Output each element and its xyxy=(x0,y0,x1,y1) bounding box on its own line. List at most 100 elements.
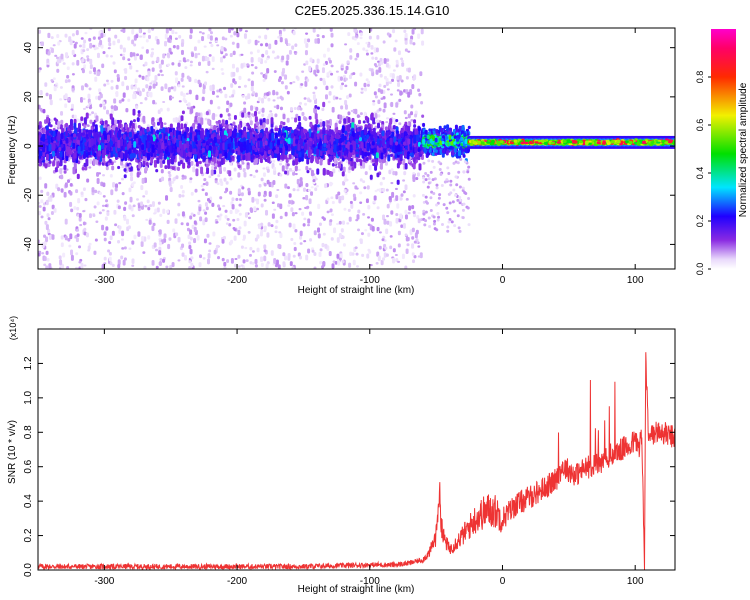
heatmap-cell xyxy=(131,39,135,45)
heatmap-cell xyxy=(63,191,67,198)
heatmap-cell xyxy=(266,232,270,238)
heatmap-cell xyxy=(287,253,291,259)
heatmap-cell xyxy=(195,94,199,101)
heatmap-cell xyxy=(396,203,400,209)
heatmap-cell xyxy=(412,157,416,163)
heatmap-cell xyxy=(389,118,393,125)
heatmap-cell xyxy=(154,74,158,81)
heatmap-cell xyxy=(212,112,216,121)
heatmap-cell xyxy=(189,215,193,220)
heatmap-cell xyxy=(376,226,380,232)
heatmap-cell xyxy=(217,174,221,178)
heatmap-cell xyxy=(336,237,340,243)
heatmap-cell xyxy=(271,50,275,54)
heatmap-cell xyxy=(317,203,321,210)
heatmap-cell xyxy=(313,69,317,75)
heatmap-cell xyxy=(275,259,279,266)
heatmap-cell xyxy=(338,97,342,100)
heatmap-cell xyxy=(355,159,359,163)
heatmap-cell xyxy=(116,199,120,203)
heatmap-cell xyxy=(329,28,333,32)
heatmap-cell xyxy=(288,199,292,205)
heatmap-cell xyxy=(368,165,372,171)
heatmap-cell xyxy=(317,227,321,233)
heatmap-cell xyxy=(118,229,122,234)
heatmap-cell xyxy=(411,84,415,90)
heatmap-cell xyxy=(335,194,339,200)
heatmap-cell xyxy=(292,254,296,258)
heatmap-cell xyxy=(347,111,351,116)
heatmap-cell xyxy=(308,99,312,103)
heatmap-cell xyxy=(185,92,189,95)
heatmap-cell xyxy=(250,105,254,111)
heatmap-cell xyxy=(391,78,395,82)
heatmap-cell xyxy=(107,47,111,50)
heatmap-cell xyxy=(190,106,194,114)
heatmap-cell xyxy=(367,44,371,48)
heatmap-cell xyxy=(47,51,51,56)
heatmap-cell xyxy=(282,261,286,266)
heatmap-cell xyxy=(411,243,415,249)
heatmap-cell xyxy=(347,32,351,37)
heatmap-cell xyxy=(299,230,303,237)
heatmap-cell xyxy=(370,68,374,73)
heatmap-cell xyxy=(189,248,193,255)
heatmap-cell xyxy=(279,95,283,100)
heatmap-cell xyxy=(238,203,242,207)
heatmap-cell xyxy=(263,255,267,262)
heatmap-cell xyxy=(341,195,345,201)
heatmap-cell xyxy=(270,224,274,228)
heatmap-cell xyxy=(411,227,415,233)
heatmap-cell xyxy=(184,66,188,70)
heatmap-cell xyxy=(125,108,129,113)
heatmap-cell xyxy=(172,228,176,233)
heatmap-cell xyxy=(294,165,298,172)
heatmap-cell xyxy=(413,255,417,259)
heatmap-cell xyxy=(245,259,249,262)
heatmap-cell xyxy=(377,99,381,105)
heatmap-cell xyxy=(322,80,326,86)
heatmap-cell xyxy=(112,125,116,131)
heatmap-cell xyxy=(131,264,135,267)
heatmap-cell xyxy=(299,242,303,245)
heatmap-cell xyxy=(291,200,295,205)
heatmap-cell xyxy=(111,165,115,171)
heatmap-cell xyxy=(341,82,345,86)
heatmap-cell xyxy=(348,166,352,171)
heatmap-cell xyxy=(129,51,133,58)
heatmap-cell xyxy=(278,33,282,37)
heatmap-cell xyxy=(50,210,54,215)
heatmap-cell xyxy=(146,76,150,82)
heatmap-cell xyxy=(177,236,181,243)
heatmap-cell xyxy=(139,54,143,60)
heatmap-cell xyxy=(145,218,149,221)
heatmap-cell xyxy=(281,71,285,77)
heatmap-cell xyxy=(209,85,213,91)
heatmap-cell xyxy=(356,214,360,220)
heatmap-cell xyxy=(132,119,136,123)
heatmap-cell xyxy=(312,179,316,183)
heatmap-cell xyxy=(328,59,332,64)
heatmap-cell xyxy=(128,204,132,210)
heatmap-cell xyxy=(42,108,46,114)
heatmap-cell xyxy=(132,181,136,185)
heatmap-cell xyxy=(380,89,384,94)
heatmap-cell xyxy=(150,53,154,58)
heatmap-cell xyxy=(260,262,264,268)
heatmap-cell xyxy=(198,204,202,207)
heatmap-cell xyxy=(64,182,68,188)
heatmap-cell xyxy=(194,78,198,84)
heatmap-cell xyxy=(418,92,422,97)
heatmap-cell xyxy=(289,261,293,267)
heatmap-cell xyxy=(261,97,265,104)
heatmap-cell xyxy=(370,52,374,55)
heatmap-cell xyxy=(316,38,320,44)
heatmap-cell xyxy=(394,39,398,43)
heatmap-cell xyxy=(106,211,110,217)
heatmap-cell xyxy=(231,41,235,45)
heatmap-cell xyxy=(228,170,232,177)
heatmap-cell xyxy=(50,36,54,40)
heatmap-cell xyxy=(305,42,309,48)
heatmap-cell xyxy=(260,177,264,182)
heatmap-cell xyxy=(382,95,386,100)
